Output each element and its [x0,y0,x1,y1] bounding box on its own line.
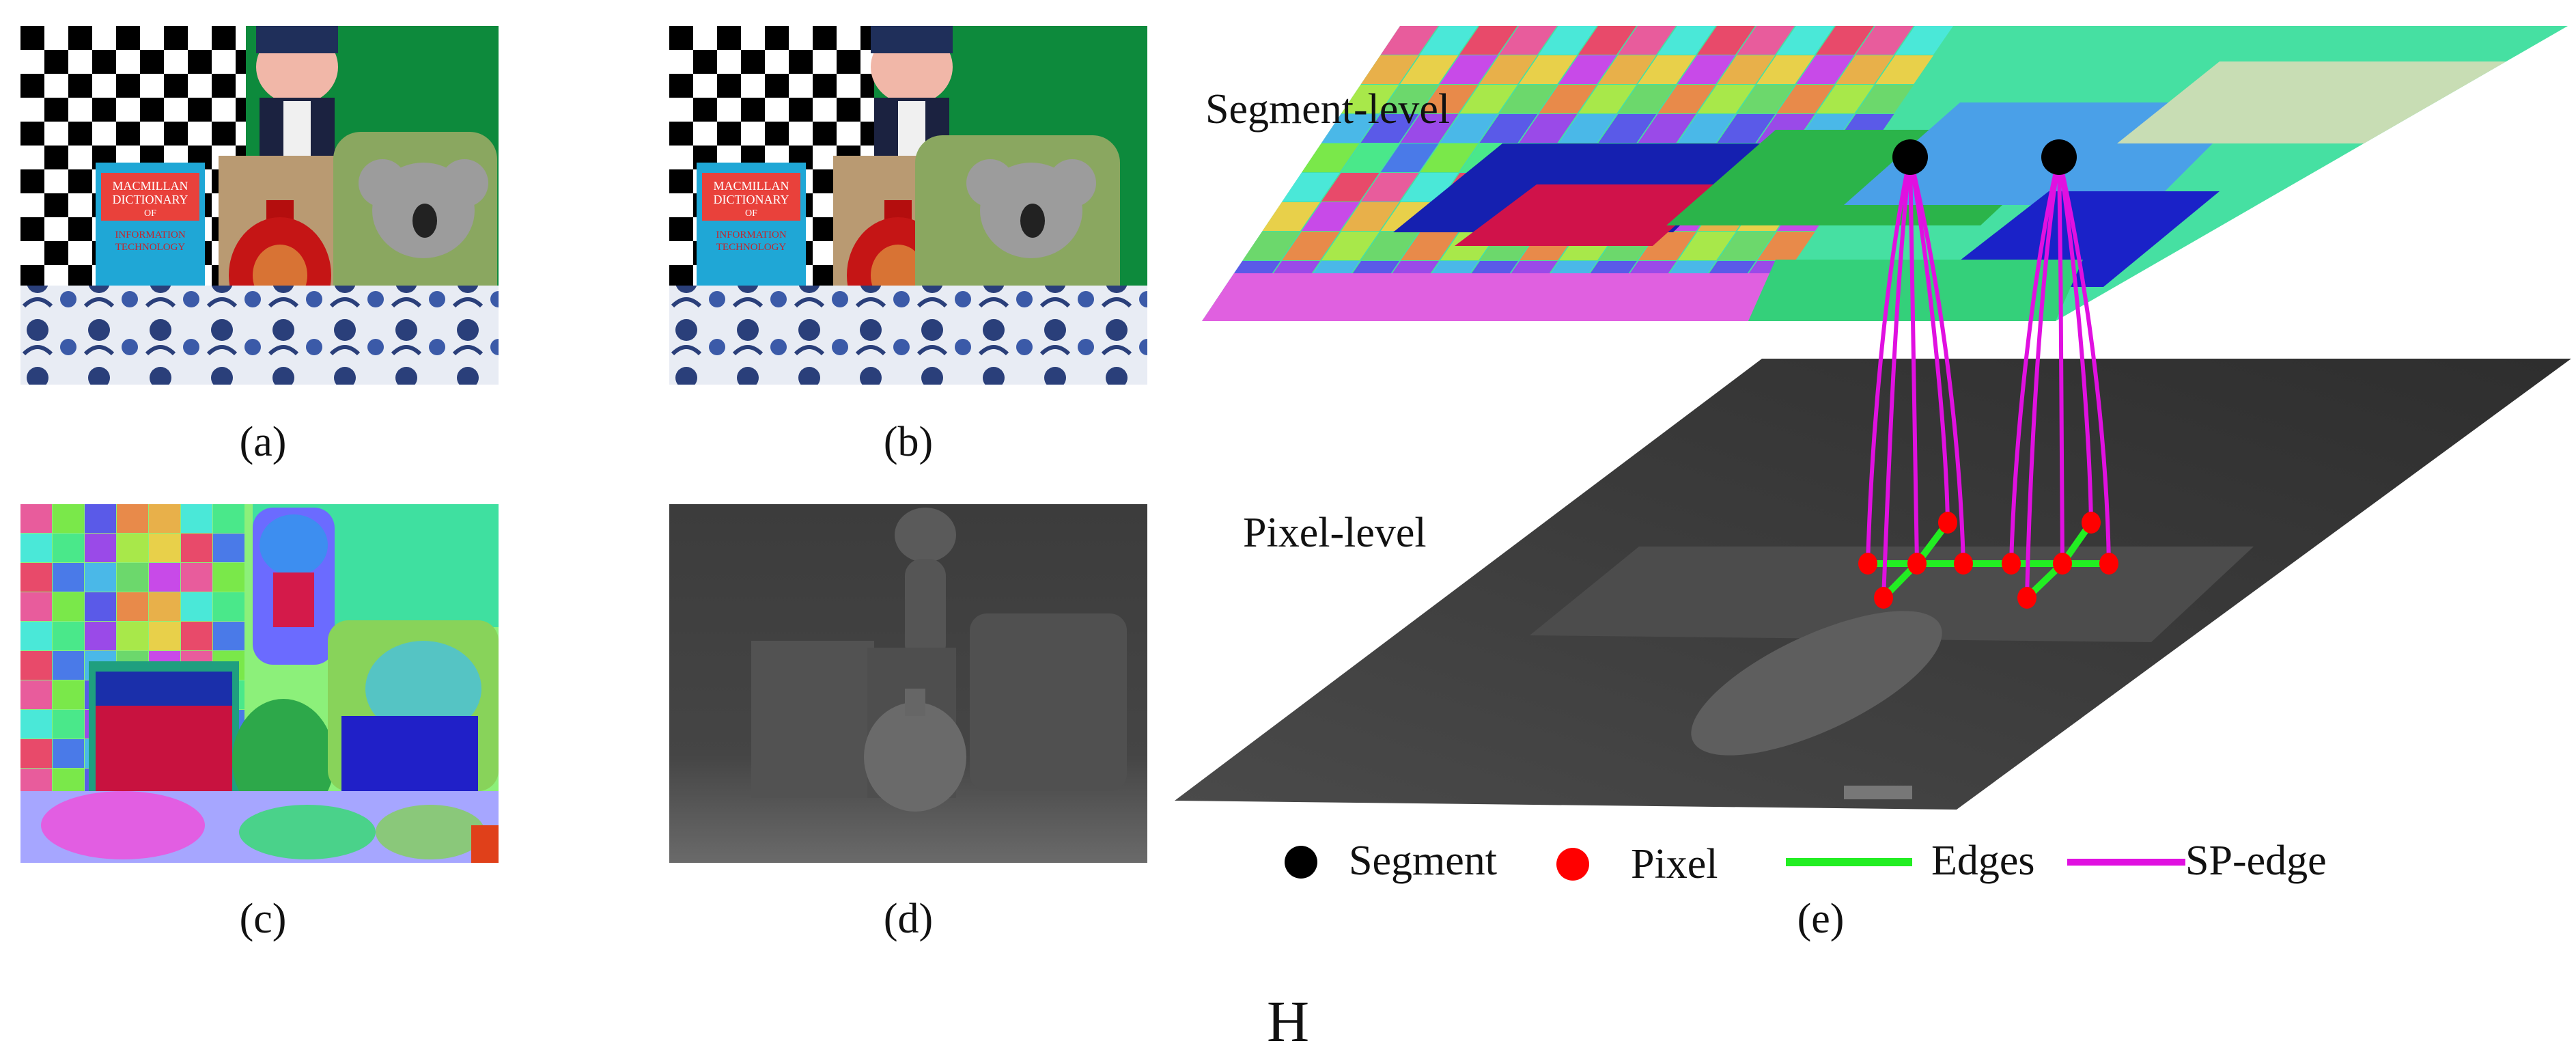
book-title-line5: TECHNOLOGY [115,242,186,253]
caption-d: (d) [883,896,934,942]
legend: Segment Pixel Edges SP-edge [1285,838,2327,887]
pixel-level-label: Pixel-level [1243,510,1427,556]
book-title-line2: DICTIONARY [113,193,188,206]
depth-map [669,504,1147,863]
photo-panel-b: MACMILLAN DICTIONARY OF INFORMATION TECH… [669,26,1147,385]
caption-a: (a) [239,419,287,465]
book-title-line1: MACMILLAN [113,179,188,193]
scene-photo-a: MACMILLAN DICTIONARY OF INFORMATION TECH… [20,26,499,385]
caption-c: (c) [239,896,287,942]
bottom-letter: H [1267,989,1310,1054]
book-title-line4: INFORMATION [716,230,787,240]
segmentation-map [20,504,499,863]
pixel-nodes [1858,512,2118,609]
segment-level-label: Segment-level [1205,86,1450,133]
legend-edges-label: Edges [1931,838,2035,884]
book-title-line2: DICTIONARY [714,193,789,206]
legend-sp-edge-label: SP-edge [2185,838,2327,884]
book-title-line3: OF [745,208,757,219]
sp-edges [1866,156,2111,598]
segment-node-1 [1892,139,1928,175]
book-title-line5: TECHNOLOGY [716,242,787,253]
caption-e: (e) [1797,896,1845,942]
legend-pixel-label: Pixel [1631,841,1718,887]
legend-segment-marker [1285,846,1317,879]
scene-photo-b: MACMILLAN DICTIONARY OF INFORMATION TECH… [669,26,1147,385]
photo-panel-a: MACMILLAN DICTIONARY OF INFORMATION TECH… [20,26,499,385]
pixel-plane-vase [1691,611,1942,756]
caption-b: (b) [883,419,934,465]
segment-level-plane [1202,26,2568,321]
legend-pixel-marker [1556,848,1589,881]
legend-segment-label: Segment [1349,838,1497,884]
book-title-line4: INFORMATION [115,230,186,240]
segmentation-panel-c [20,504,499,863]
depth-panel-d [669,504,1147,863]
segment-node-2 [2041,139,2077,175]
pixel-plane-mark [1844,786,1912,799]
book-title-line1: MACMILLAN [714,179,789,193]
book-title-line3: OF [144,208,156,219]
